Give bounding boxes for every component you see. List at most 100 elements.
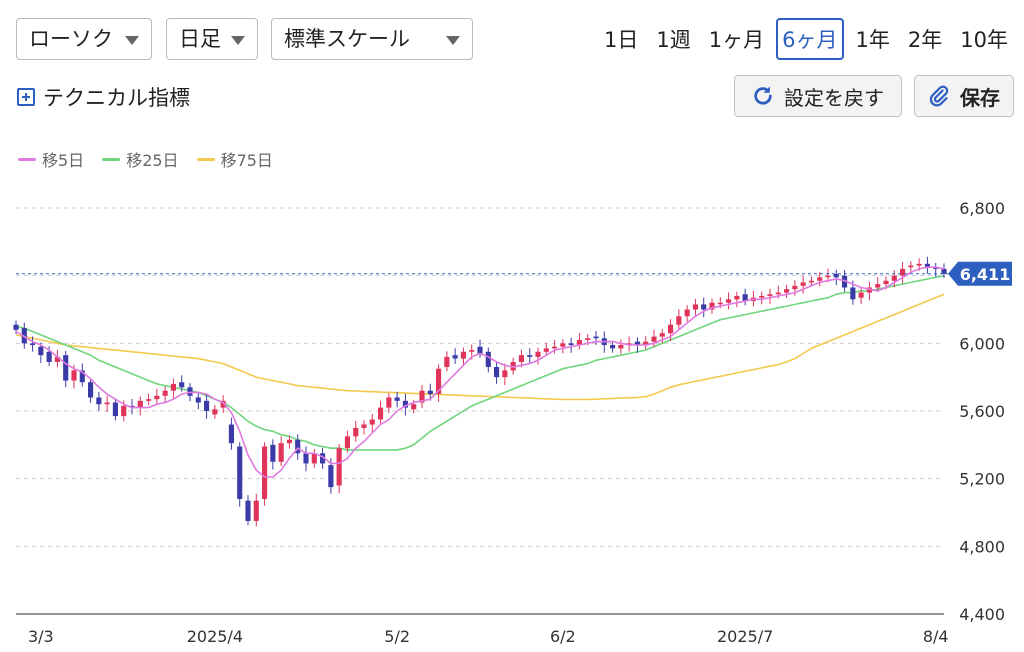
candle [195,391,201,410]
x-tick-label: 2025/4 [187,627,243,646]
candle-body [195,397,201,403]
candle-body [270,444,276,462]
candle [510,357,516,375]
candle-body [452,355,458,359]
candle-body [568,343,574,346]
candle-body [924,263,930,268]
period-tab[interactable]: 1日 [604,28,639,52]
last-price-badge [948,261,1012,286]
candle-body [386,397,392,408]
chart-type-select[interactable]: ローソク [16,18,152,60]
candle-body [394,397,400,401]
candle-body [709,302,715,310]
candle-body [427,390,433,395]
candle [593,330,599,345]
candles [13,256,947,527]
candle-body [634,341,640,346]
candle [759,291,765,305]
candle-body [908,265,914,268]
candle-body [858,292,864,298]
candle-body [676,316,682,325]
candle-body [96,397,102,405]
candle [262,442,268,506]
candle-body [79,370,85,383]
plus-square-icon [17,88,35,106]
x-tick-label: 8/4 [923,627,949,646]
legend-swatch [18,157,36,161]
candle-body [659,333,665,337]
candle [353,420,359,442]
candle-body [278,443,284,462]
candle [427,383,433,401]
candle-body [361,424,367,428]
candle [502,363,508,385]
candle [726,292,732,310]
candle [560,339,566,354]
chevron-down-icon [231,36,245,45]
candle [460,347,466,366]
period-tab[interactable]: 2年 [907,28,943,52]
legend-label: 移25日 [126,151,179,170]
scale-select[interactable]: 標準スケール [271,18,473,60]
candle-body [784,289,790,293]
candle [933,262,939,277]
legend-item-ma5[interactable]: 移5日 [18,147,84,171]
candle [494,361,500,384]
candle-body [104,402,110,405]
scale-select-value: 標準スケール [284,27,410,51]
chart-type-select-value: ローソク [29,27,113,51]
candle [643,336,649,350]
candle-body [220,400,226,408]
candle [436,364,442,402]
period-tab[interactable]: 10年 [960,28,1008,52]
candle [336,443,342,494]
candle [692,298,698,317]
interval-select[interactable]: 日足 [166,18,258,60]
candle [817,271,823,287]
candle-body [477,346,483,354]
candle [535,347,541,365]
candle-body [411,404,417,410]
candle-body [883,280,889,285]
candle-body [610,345,616,349]
ma75-line [15,293,945,401]
period-tab[interactable]: 1年 [855,28,890,52]
candle-body [38,346,44,356]
candle [295,434,301,460]
candle [228,417,234,450]
candle-body [444,356,450,368]
candle-body [759,295,765,298]
candle-body [245,500,251,521]
x-tick-label: 3/3 [28,627,54,646]
period-tab[interactable]: 1週 [656,28,691,52]
candle-body [692,304,698,310]
candle-body [775,292,781,295]
candle [452,348,458,364]
candle [154,388,160,405]
legend-item-ma25[interactable]: 移25日 [102,147,179,171]
period-tab[interactable]: 1ヶ月 [708,28,765,52]
candle-body [344,436,350,449]
technical-indicators-label: テクニカル指標 [43,86,190,110]
candle-body [552,346,558,349]
candle [30,336,36,352]
candle [311,449,317,468]
candle-body [726,299,732,303]
period-tab-active[interactable]: 6ヶ月 [776,18,844,60]
candle-body [112,402,118,417]
save-button[interactable]: 保存 [914,75,1014,117]
x-tick-label: 2025/7 [717,627,773,646]
candle [303,446,309,472]
candle-body [320,453,326,464]
reset-settings-button[interactable]: 設定を戻す [734,75,902,117]
technical-indicators-button[interactable]: テクニカル指標 [17,82,190,112]
candle [709,298,715,314]
candle-body [527,355,533,357]
candle [858,288,864,305]
candle-body [286,439,292,444]
candle [684,305,690,322]
candle [875,277,881,292]
period-tabs: 1日 1週 1ヶ月 6ヶ月 1年 2年 10年 [592,18,1014,60]
legend-item-ma75[interactable]: 移75日 [196,147,273,171]
